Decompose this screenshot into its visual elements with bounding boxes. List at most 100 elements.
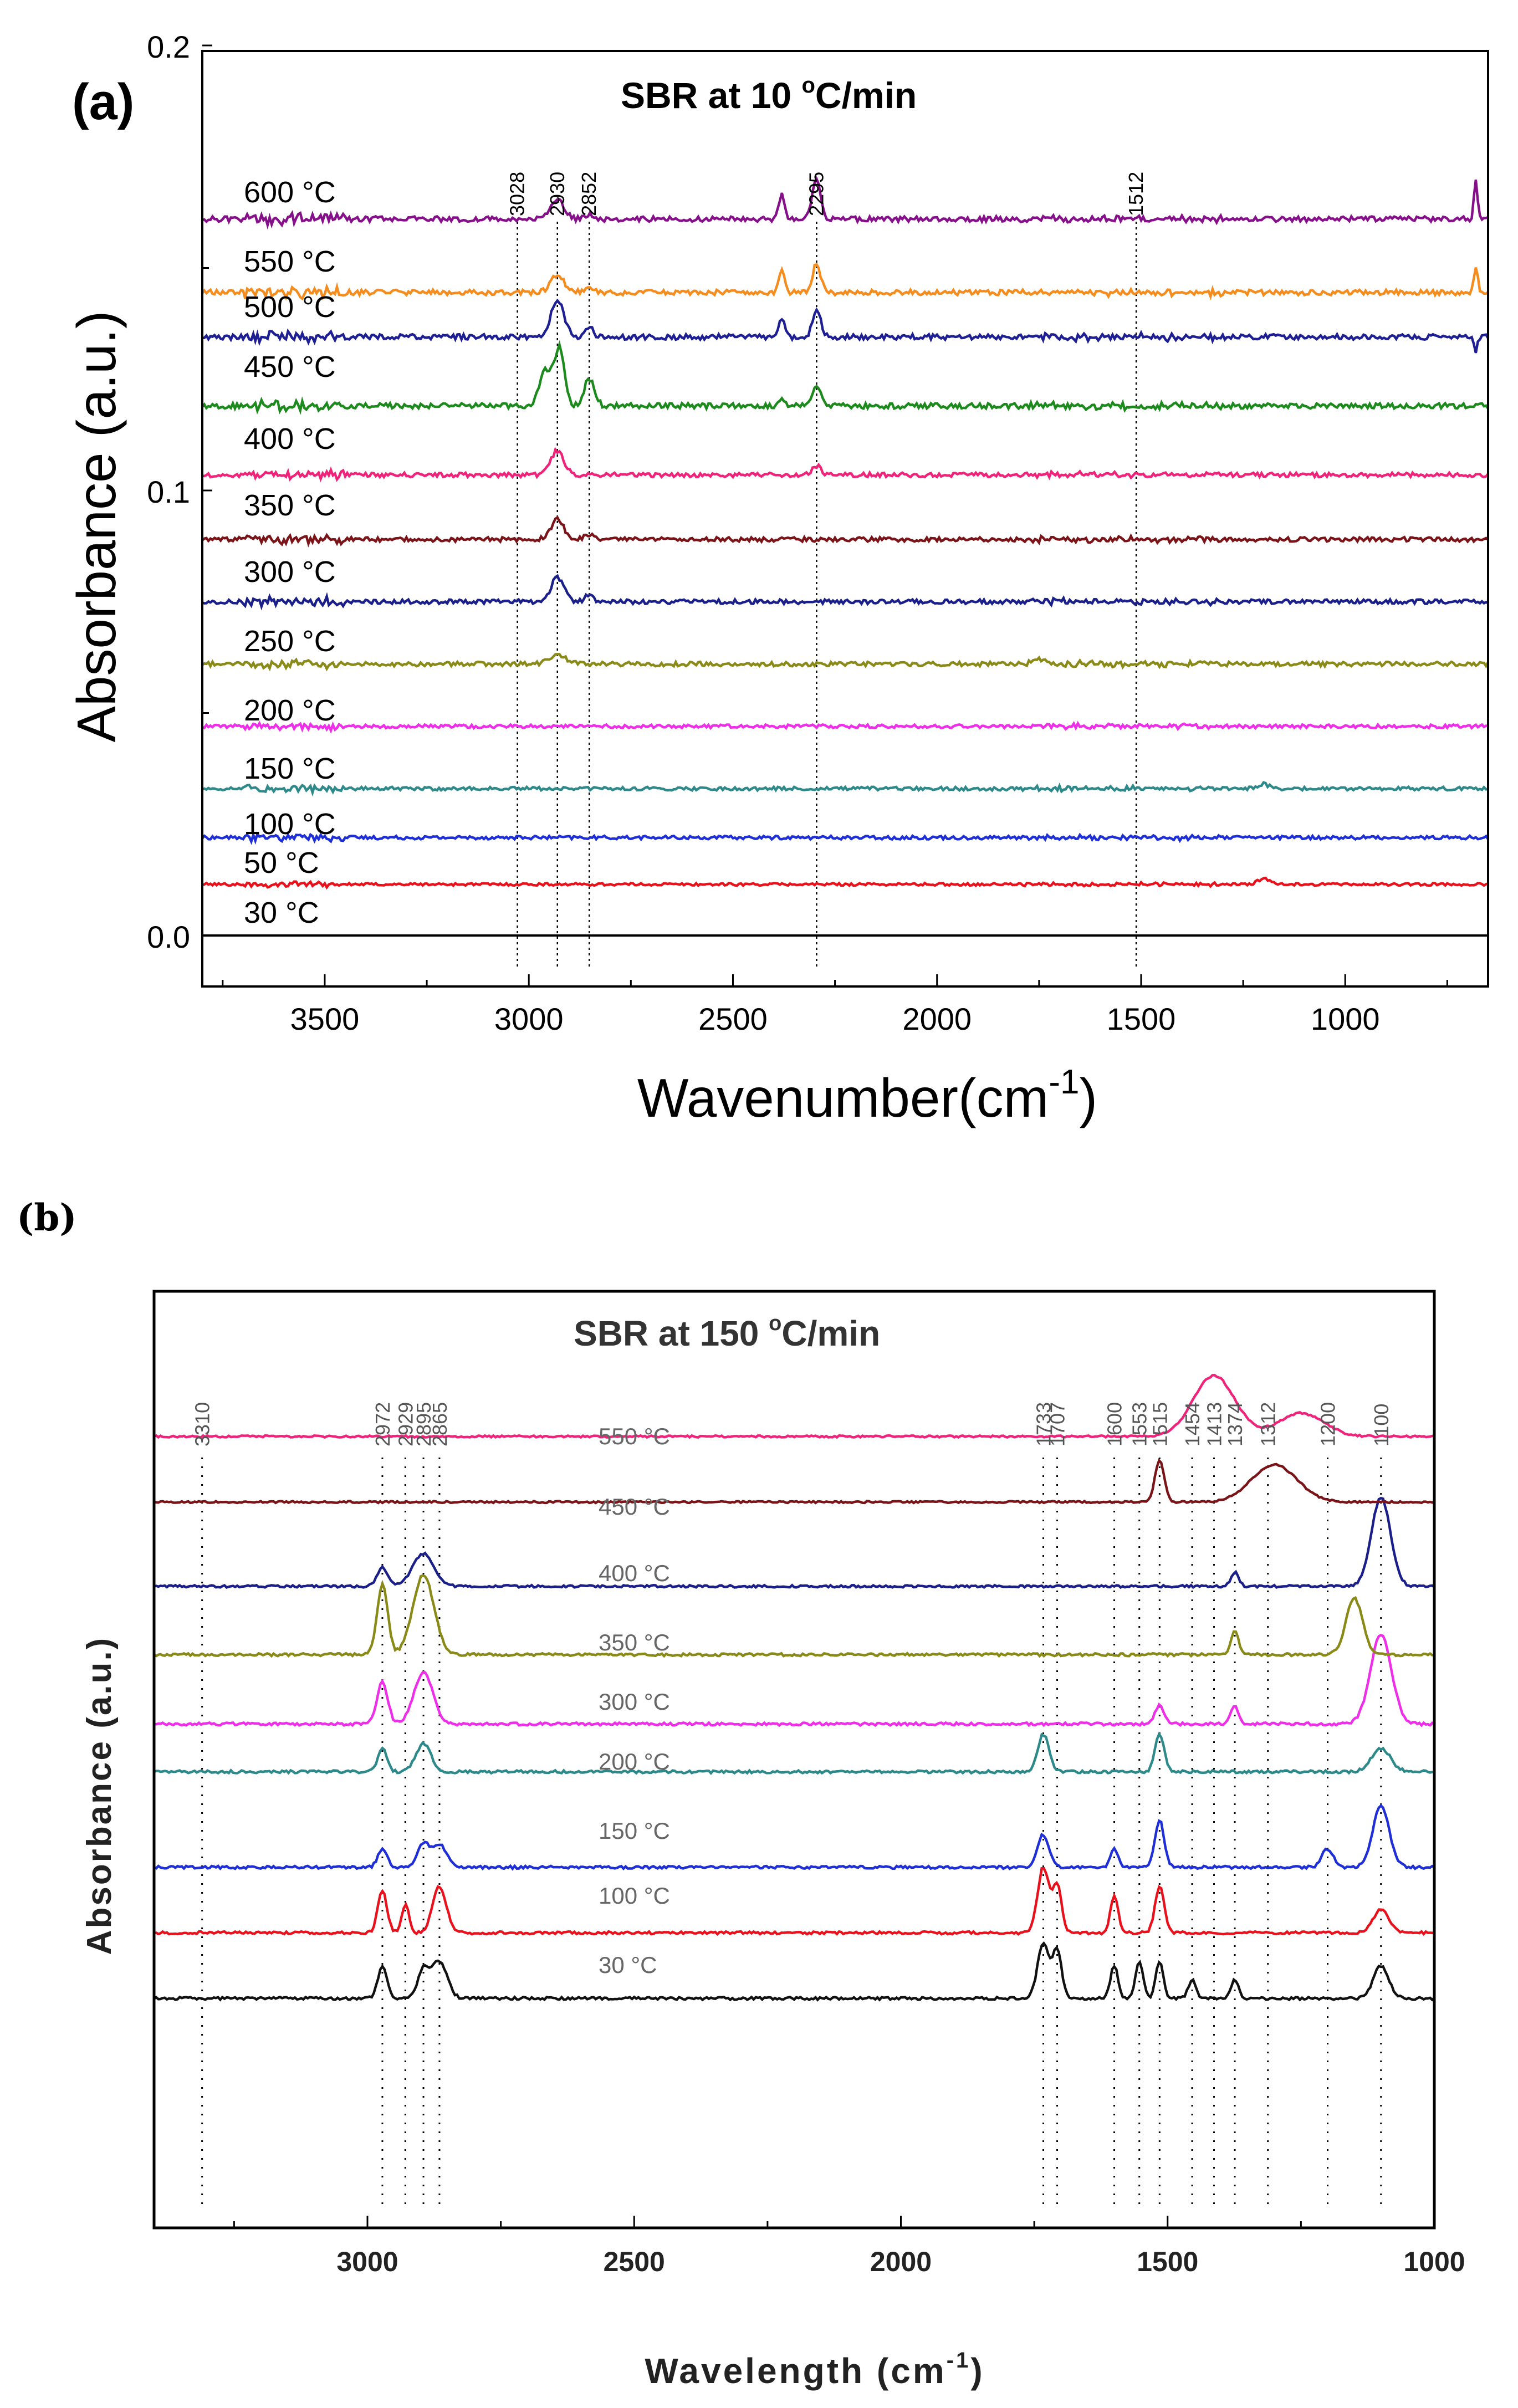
- panel-a-x-tick-label: 3500: [290, 1001, 360, 1036]
- panel-b-letter: (b): [17, 1196, 77, 1239]
- panel-b-peak-label: 1100: [1370, 1404, 1393, 1446]
- panel-a-series-line: [201, 515, 1489, 548]
- panel-b-temperature-label: 300 °C: [599, 1689, 670, 1715]
- panel-a-x-tick-label: 1000: [1311, 1001, 1380, 1036]
- panel-b-temperature-label: 550 °C: [599, 1423, 670, 1449]
- panel-a-series-line: [201, 263, 1489, 301]
- panel-a-temperature-label: 250 °C: [244, 625, 336, 658]
- panel-a-title-sup: o: [801, 73, 815, 98]
- panel-a-series-line: [202, 574, 1489, 611]
- panel-b-axes: 3000 2500 2000 1500 1000: [152, 1290, 1465, 2277]
- panel-a-temperature-label: 400 °C: [244, 422, 336, 456]
- panel-b-peak-label: 2865: [428, 1402, 451, 1446]
- panel-a-temperature-text: 200 °C: [244, 694, 336, 727]
- panel-a-xlabel-sup: -1: [1049, 1063, 1079, 1101]
- panel-b-x-tick-label: 2500: [604, 2246, 665, 2277]
- panel-b-series-line: [154, 1373, 1435, 1439]
- panel-a-axes: 0.0 0.1 0.2 3500 3000 2500 2000 1500 1000: [147, 29, 1489, 1036]
- panel-a-temperature-text: 300 °C: [244, 555, 336, 589]
- panel-b-peak-label: 3310: [191, 1402, 214, 1446]
- panel-a-x-tick-label: 2500: [698, 1001, 768, 1036]
- panel-b-plot-frame: [152, 1290, 1436, 2230]
- panel-a-temperature-label: 30 °C: [244, 896, 319, 929]
- panel-a-series: [201, 176, 1489, 890]
- panel-a-temperature-text: 550 °C: [244, 245, 336, 278]
- panel-a-series-line: [202, 781, 1489, 797]
- panel-b-series-line: [153, 1941, 1435, 2002]
- panel-a-temperature-text: 50 °C: [244, 846, 319, 880]
- panel-a-temperature-text: 600 °C: [244, 176, 336, 209]
- panel-b-xlabel: Wavelength (cm-1): [645, 2348, 984, 2391]
- panel-b-temperature-labels: 550 °C 450 °C 400 °C 350 °C 300 °C 200 °C 150 …: [599, 1423, 670, 1978]
- panel-a-series-line: [202, 876, 1489, 890]
- panel-a-peak-label: 2295: [805, 172, 827, 216]
- panel-a-peak-label: 1512: [1125, 172, 1147, 216]
- panel-a-xlabel-main: Wavenumber(cm: [637, 1067, 1049, 1128]
- panel-b-peak-label: 1553: [1128, 1402, 1151, 1446]
- panel-b-peak-label: 2929: [394, 1402, 417, 1446]
- panel-b-xlabel-main: Wavelength (cm: [645, 2351, 946, 2391]
- panel-a-ylabel: Absorbance (a.u.): [66, 311, 127, 743]
- panel-b-peak-label: 1374: [1224, 1402, 1246, 1446]
- panel-b-peak-label: 1515: [1148, 1402, 1171, 1446]
- panel-a-temperature-label: 150 °C: [244, 752, 336, 785]
- panel-a-temperature-label: 450 °C: [244, 350, 336, 384]
- panel-a-peak-label: 2930: [546, 172, 569, 216]
- panel-b-peak-label: 1600: [1103, 1402, 1126, 1446]
- panel-a-temperature-text: 30 °C: [244, 896, 319, 929]
- panel-b-peak-label: 2895: [412, 1402, 435, 1446]
- panel-a-peak-label: 2852: [577, 172, 600, 216]
- panel-a-temperature-label: 500 °C: [244, 290, 336, 324]
- panel-a-temperature-label: 550 °C: [244, 245, 336, 278]
- panel-a-xlabel: Wavenumber(cm-1): [637, 1063, 1097, 1128]
- panel-a-y-tick-label: 0.0: [147, 919, 190, 954]
- panel-b-xlabel-sup: -1: [947, 2348, 971, 2373]
- panel-b-peak-label: 2972: [371, 1402, 394, 1446]
- panel-a-temperature-text: 150 °C: [244, 752, 336, 785]
- panel-a-temperature-text: 350 °C: [244, 489, 336, 522]
- panel-a-temperature-text: 450 °C: [244, 350, 336, 384]
- panel-a-y-tick-label: 0.1: [147, 474, 190, 509]
- panel-b-title: SBR at 150 oC/min: [574, 1312, 880, 1353]
- panel-a-title-main: SBR at 10: [621, 75, 801, 116]
- panel-b-temperature-label: 400 °C: [599, 1560, 670, 1586]
- panel-b-series-line: [154, 1633, 1435, 1727]
- panel-b-title-sup: o: [769, 1312, 781, 1335]
- panel-a-x-tick-label: 3000: [494, 1001, 564, 1036]
- panel-a-series-line: [202, 447, 1489, 483]
- panel-b-x-tick-label: 1500: [1137, 2246, 1198, 2277]
- panel-a-peak-label: 3028: [506, 172, 529, 216]
- panel-b-series-line: [154, 1803, 1435, 1871]
- panel-b-temperature-label: 200 °C: [599, 1749, 670, 1775]
- panel-a-series-line: [201, 340, 1489, 415]
- panel-b-peak-label: 1733: [1032, 1402, 1055, 1446]
- panel-a-title-tail: C/min: [815, 75, 917, 116]
- panel-b-peak-label: 1312: [1257, 1402, 1280, 1446]
- panel-b-x-tick-label: 2000: [870, 2246, 932, 2277]
- panel-a-temperature-label: 200 °C: [244, 694, 336, 727]
- panel-a-x-tick-label: 1500: [1107, 1001, 1176, 1036]
- panel-a-y-tick-label: 0.2: [147, 29, 190, 64]
- panel-a-series-line: [202, 720, 1489, 734]
- panel-b-chart: SBR at 150 oC/min Absorbance (a.u.) Wave…: [80, 1290, 1465, 2391]
- panel-a-temperature-labels: 600 °C 550 °C 500 °C 450 °C 400 °C 350 °C 300 …: [244, 176, 336, 929]
- panel-b-series-line: [154, 1458, 1435, 1505]
- panel-a-temperature-label: 300 °C: [244, 555, 336, 589]
- panel-b-series: [153, 1373, 1435, 2002]
- panel-b-series-line: [154, 1496, 1435, 1589]
- panel-b-temperature-label: 30 °C: [599, 1952, 657, 1978]
- panel-a-xlabel-close: ): [1079, 1067, 1097, 1128]
- panel-b-x-tick-label: 3000: [336, 2246, 398, 2277]
- panel-a-series-line: [201, 653, 1489, 672]
- panel-a-x-tick-label: 2000: [902, 1001, 972, 1036]
- panel-b-xlabel-close: ): [970, 2351, 984, 2391]
- panel-a-temperature-label: 50 °C: [244, 846, 319, 880]
- panel-a-letter: (a): [72, 74, 134, 130]
- panel-a-series-line: [202, 298, 1489, 354]
- panel-b-temperature-label: 350 °C: [599, 1629, 670, 1655]
- panel-b-series-line: [154, 1867, 1435, 1936]
- panel-a-series-line: [201, 831, 1489, 845]
- panel-a-temperature-text: 400 °C: [244, 422, 336, 456]
- panel-b-series-line: [154, 1731, 1435, 1775]
